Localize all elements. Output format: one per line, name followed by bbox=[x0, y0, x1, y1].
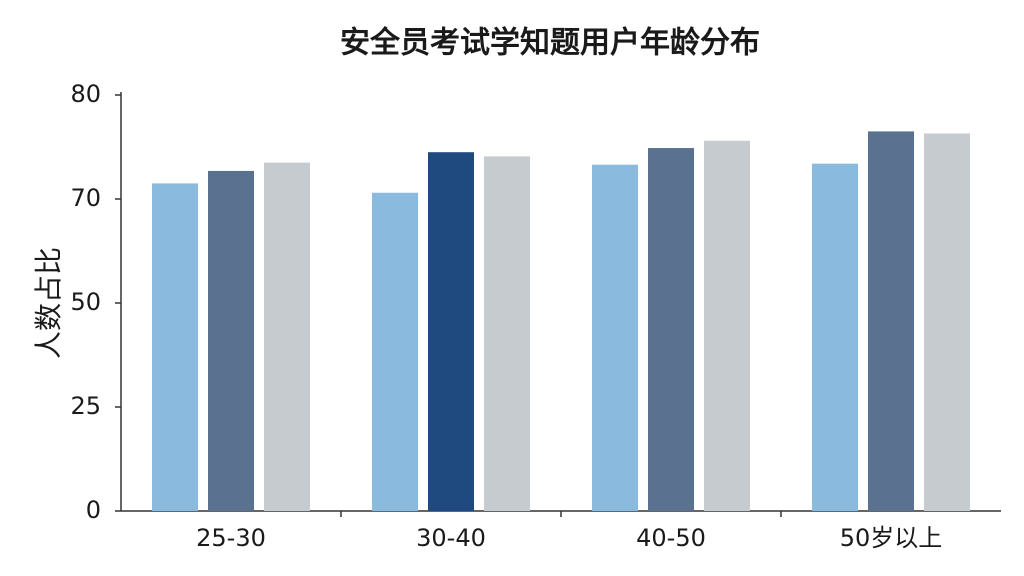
x-tick-label: 50岁以上 bbox=[840, 524, 943, 552]
bar bbox=[152, 183, 198, 511]
bar bbox=[868, 131, 914, 511]
y-tick-label: 0 bbox=[86, 496, 101, 524]
bar bbox=[924, 133, 970, 512]
x-tick-label: 30-40 bbox=[416, 524, 486, 552]
y-tick-label: 25 bbox=[70, 392, 101, 420]
bar bbox=[704, 140, 750, 511]
x-tick-label: 25-30 bbox=[196, 524, 266, 552]
bar bbox=[812, 163, 858, 511]
bar bbox=[648, 148, 694, 512]
bar bbox=[372, 192, 418, 511]
bar bbox=[592, 164, 638, 511]
y-axis-label: 人数占比 bbox=[32, 247, 65, 359]
bar bbox=[208, 170, 254, 512]
bar bbox=[428, 152, 474, 511]
y-tick-label: 70 bbox=[70, 184, 101, 212]
bar bbox=[484, 156, 530, 512]
y-tick-label: 50 bbox=[70, 288, 101, 316]
bar bbox=[264, 162, 310, 511]
x-tick-label: 40-50 bbox=[636, 524, 706, 552]
chart-title: 安全员考试学知题用户年龄分布 bbox=[340, 26, 760, 61]
y-tick-label: 80 bbox=[70, 80, 101, 108]
